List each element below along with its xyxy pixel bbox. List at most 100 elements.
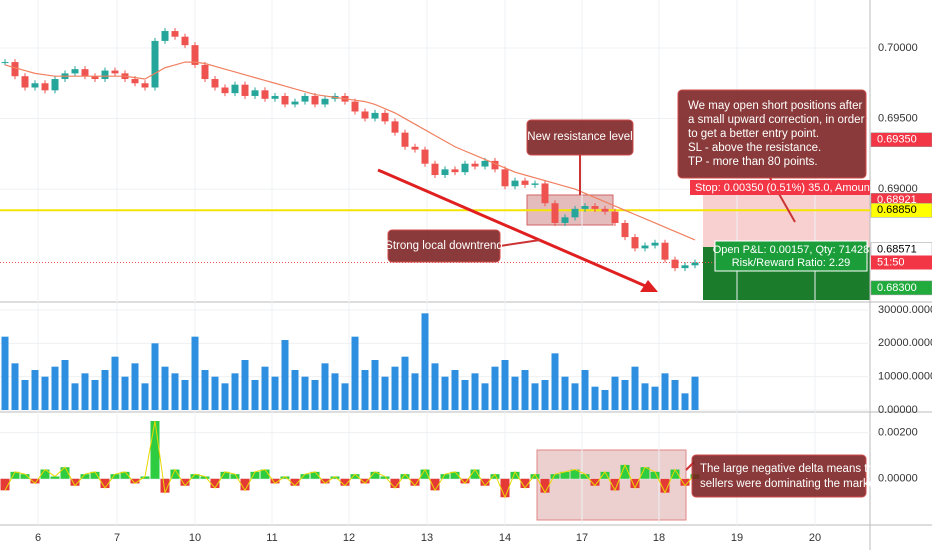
y-tick-label: 0.00000 (878, 473, 918, 485)
volume-bar (471, 373, 479, 410)
delta-bar (210, 478, 220, 489)
volume-bar (581, 370, 589, 410)
candle (681, 265, 689, 269)
volume-bar (551, 353, 559, 410)
candle (201, 64, 209, 80)
callout-text: SL - above the resistance. (688, 142, 821, 154)
candle (491, 160, 499, 170)
candle (521, 180, 529, 185)
x-tick-label: 18 (653, 532, 665, 544)
delta-bar (60, 467, 70, 479)
volume-bar (251, 380, 259, 410)
candle (531, 183, 539, 185)
stop-label: Stop: 0.00350 (0.51%) 35.0, Amount: (690, 180, 876, 195)
candle (691, 262, 699, 266)
delta-bar (370, 471, 380, 479)
volume-bar (351, 336, 359, 410)
delta-bar (50, 476, 60, 479)
price-marker-label: 0.69350 (877, 134, 917, 146)
candle (281, 95, 289, 105)
delta-bar (530, 474, 540, 479)
delta-bar (220, 471, 230, 479)
delta-bar (640, 467, 650, 479)
candle (291, 101, 299, 105)
delta-bar (480, 478, 490, 486)
volume-bar (61, 360, 69, 410)
callout-text: sellers were dominating the market (700, 478, 879, 490)
stop-text: Stop: 0.00350 (0.51%) 35.0, Amount: (695, 182, 876, 194)
delta-bar (310, 471, 320, 479)
delta-bar (420, 469, 430, 479)
delta-bar (460, 478, 470, 484)
volume-bar (271, 376, 279, 410)
price-marker-label: 0.68850 (877, 204, 917, 216)
volume-bar (231, 373, 239, 410)
volume-bar (261, 366, 269, 410)
rr-text: Risk/Reward Ratio: 2.29 (732, 257, 851, 269)
delta-bar (410, 478, 420, 486)
volume-bar (511, 376, 519, 410)
volume-bar (671, 380, 679, 410)
y-tick-label: 30000.00000 (878, 304, 932, 316)
pnl-label: Open P&L: 0.00157, Qty: 71428 Risk/Rewar… (713, 240, 869, 272)
delta-bar (80, 474, 90, 479)
volume-bar (401, 356, 409, 410)
callout-text: TP - more than 80 points. (688, 156, 818, 168)
volume-bar (131, 363, 139, 410)
candle (221, 87, 229, 94)
delta-bar (150, 421, 160, 479)
price-marker-label: 0.68571 (877, 244, 917, 256)
volume-bar (451, 370, 459, 410)
delta-bar (30, 478, 40, 484)
delta-bar (140, 476, 150, 479)
delta-bar (130, 478, 140, 484)
candle (41, 83, 49, 91)
candle (241, 84, 249, 96)
volume-bar (501, 360, 509, 410)
candle (561, 217, 569, 223)
x-tick-label: 17 (576, 532, 588, 544)
delta-bar (450, 471, 460, 479)
delta-bar (170, 469, 180, 479)
delta-bar (400, 474, 410, 479)
candle (601, 208, 609, 212)
delta-bar (160, 478, 170, 493)
delta-bar (250, 471, 260, 479)
volume-bar (421, 313, 429, 410)
candle (381, 112, 389, 122)
volume-bar (561, 376, 569, 410)
candle (481, 160, 489, 167)
candle (71, 69, 79, 74)
delta-bar (600, 471, 610, 479)
volume-bar (1, 336, 9, 410)
candle (11, 62, 19, 77)
candle (141, 83, 149, 88)
candle (411, 146, 419, 150)
candle (401, 132, 409, 147)
delta-bar (390, 478, 400, 489)
candle (51, 79, 59, 91)
callout: We may open short positions after a smal… (677, 89, 867, 223)
callout-text: a small upward correction, in order (688, 114, 865, 126)
y-tick-label: 0.70000 (878, 42, 918, 54)
price-marker (870, 203, 932, 218)
delta-bar (580, 474, 590, 479)
candle (631, 237, 639, 249)
volume-bar (51, 366, 59, 410)
volume-bar (121, 376, 129, 410)
delta-bar (500, 478, 510, 498)
candle (541, 183, 549, 204)
volume-bar (241, 360, 249, 410)
delta-bar (610, 478, 620, 491)
volume-bar (331, 373, 339, 410)
candle (451, 169, 459, 173)
delta-bar (230, 474, 240, 479)
delta-bar (350, 474, 360, 479)
candle (191, 45, 199, 65)
callout-text: We may open short positions after (688, 100, 862, 112)
delta-bar (590, 478, 600, 486)
stop-zone (703, 187, 870, 247)
delta-bar (490, 474, 500, 479)
volume-bar (141, 383, 149, 410)
delta-bar (520, 478, 530, 489)
